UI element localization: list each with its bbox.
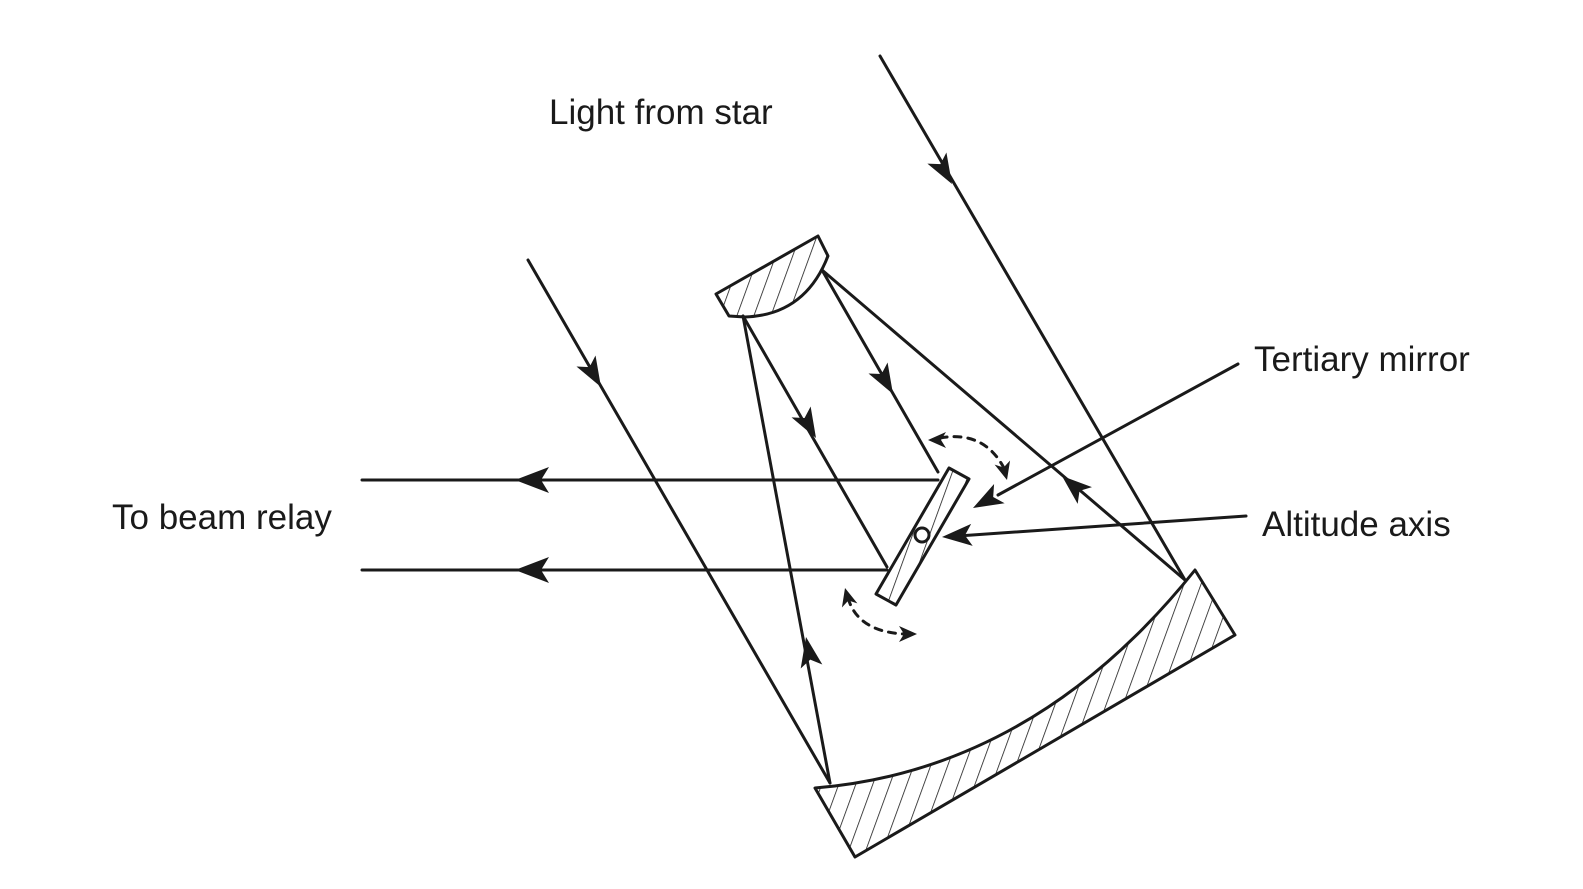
light-from-star-label: Light from star xyxy=(549,93,773,132)
arrowhead-primary-to-secondary-left xyxy=(800,637,823,669)
altitude-axis-pivot xyxy=(913,526,931,544)
primary-mirror xyxy=(813,568,1237,859)
arrowhead-altitude-leader xyxy=(942,523,973,546)
rotation-arc-lower xyxy=(846,596,907,636)
secondary-mirror xyxy=(714,234,830,319)
starlight-ray-right xyxy=(878,54,1187,582)
altitude-axis-label: Altitude axis xyxy=(1262,505,1451,544)
arrowhead-secondary-to-tertiary-right xyxy=(868,362,893,394)
arrowhead-tertiary-leader xyxy=(973,483,1005,508)
arrowhead-rotation-lower-start xyxy=(841,588,858,608)
arrowhead-starlight-right xyxy=(927,152,952,184)
tertiary-mirror-leader xyxy=(996,362,1240,497)
arrowhead-secondary-to-tertiary-left xyxy=(791,406,816,438)
arrowhead-rotation-lower-end xyxy=(899,626,917,642)
arrowhead-rotation-upper-end xyxy=(994,460,1011,480)
ray-primary-to-secondary-right xyxy=(820,268,1187,582)
arrowhead-starlight-left xyxy=(576,355,601,387)
arrowhead-output-beam-lower xyxy=(515,557,549,583)
rotation-arc-upper xyxy=(938,435,1007,472)
ray-secondary-to-tertiary-left xyxy=(741,314,889,569)
arrowhead-rotation-upper-start xyxy=(928,432,946,448)
arrowhead-output-beam-upper xyxy=(515,467,549,493)
to-beam-relay-label: To beam relay xyxy=(112,498,332,537)
starlight-ray-left xyxy=(526,258,832,785)
altitude-axis-leader xyxy=(956,514,1248,538)
tertiary-mirror-label: Tertiary mirror xyxy=(1254,340,1470,379)
ray-primary-to-secondary-left xyxy=(741,314,832,785)
arrowhead-primary-to-secondary-right xyxy=(1062,476,1092,504)
ray-secondary-to-tertiary-right xyxy=(820,268,940,474)
